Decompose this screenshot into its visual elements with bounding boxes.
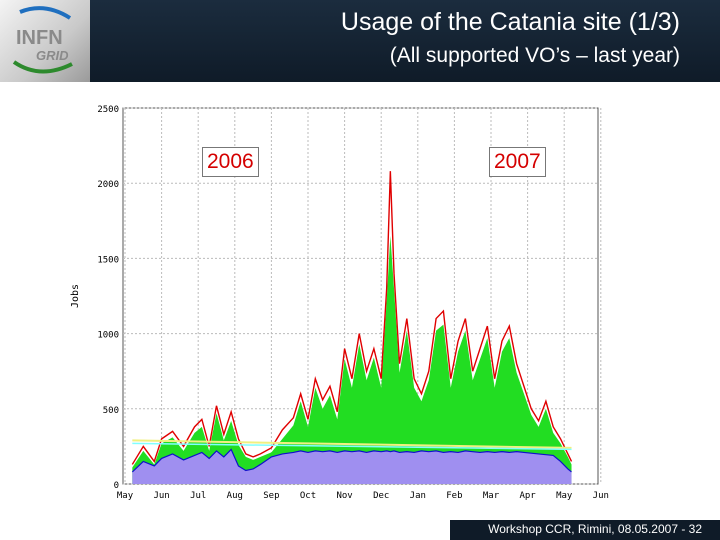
x-tick-label: May (117, 491, 134, 501)
y-tick-label: 2000 (97, 180, 119, 190)
y-tick-label: 0 (114, 481, 119, 491)
purple-area (132, 449, 572, 484)
x-tick-label: Jul (190, 491, 206, 501)
y-axis-label: Jobs (70, 284, 81, 308)
green-area (132, 235, 572, 484)
total-jobs-line (131, 171, 573, 465)
footer-text: Workshop CCR, Rimini, 08.05.2007 - 32 (488, 522, 702, 536)
x-tick-label: Jun (153, 491, 169, 501)
x-tick-label: Apr (519, 491, 536, 501)
chart-areas (132, 235, 572, 484)
x-tick-label: Mar (483, 491, 500, 501)
y-tick-label: 500 (103, 406, 119, 416)
infn-grid-logo-graphic: INFN GRID (12, 6, 73, 74)
logo-top-text: INFN (16, 27, 63, 49)
y-tick-label: 1000 (97, 331, 119, 341)
yellow-line (132, 439, 572, 449)
slide-header: INFN GRID Usage of the Catania site (1/3… (0, 0, 720, 82)
blue-line (131, 448, 572, 473)
y-tick-label: 2500 (97, 105, 119, 115)
x-axis-ticks: May Jun Jul Aug Sep Oct Nov Dec Jan Feb Mar Apr May J… (117, 491, 609, 501)
x-tick-label: May (556, 491, 573, 501)
slide-subtitle: (All supported VO’s – last year) (389, 44, 680, 67)
y-tick-label: 1500 (97, 255, 119, 265)
x-tick-label: Oct (300, 491, 316, 501)
cyan-line (132, 442, 572, 451)
x-tick-label: Jun (593, 491, 609, 501)
x-tick-label: Feb (446, 491, 462, 501)
x-tick-label: Aug (227, 491, 243, 501)
x-tick-label: Nov (336, 491, 352, 501)
x-tick-label: Sep (263, 491, 279, 501)
chart-lines (131, 171, 573, 473)
infn-grid-logo: INFN GRID (0, 0, 90, 82)
annotation-year-2007: 2007 (489, 147, 546, 177)
y-axis-ticks: 0 500 1000 1500 2000 2500 (97, 105, 119, 491)
logo-bottom-text: GRID (36, 48, 69, 63)
annotation-year-2006: 2006 (202, 147, 259, 177)
slide-title: Usage of the Catania site (1/3) (340, 8, 680, 36)
slide-footer: Workshop CCR, Rimini, 08.05.2007 - 32 (450, 520, 720, 540)
x-tick-label: Jan (410, 491, 426, 501)
x-tick-label: Dec (373, 491, 389, 501)
